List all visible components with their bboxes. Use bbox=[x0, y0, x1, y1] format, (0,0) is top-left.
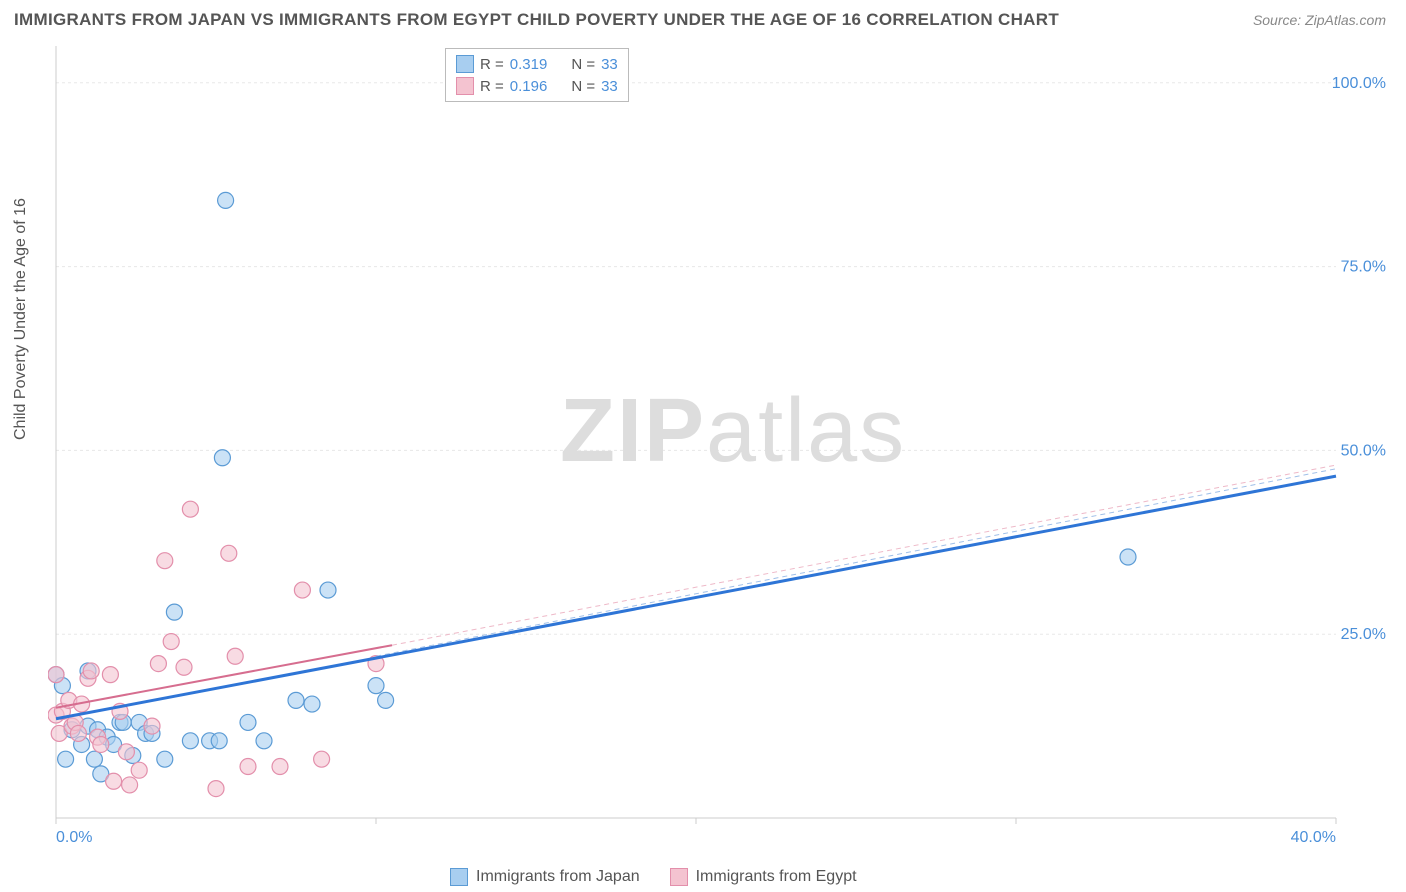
svg-text:100.0%: 100.0% bbox=[1332, 75, 1386, 92]
series-legend: Immigrants from Japan Immigrants from Egy… bbox=[450, 868, 857, 886]
legend-label: Immigrants from Egypt bbox=[696, 868, 857, 886]
r-value: 0.319 bbox=[510, 56, 548, 73]
scatter-plot-svg: 25.0% 50.0% 75.0% 100.0% 0.0% 40.0% bbox=[48, 46, 1388, 846]
chart-plot-area: 25.0% 50.0% 75.0% 100.0% 0.0% 40.0% bbox=[48, 46, 1388, 846]
y-axis-label: Child Poverty Under the Age of 16 bbox=[12, 198, 30, 440]
r-label: R = bbox=[480, 78, 504, 95]
series-swatch bbox=[456, 55, 474, 73]
r-label: R = bbox=[480, 56, 504, 73]
series-swatch bbox=[456, 77, 474, 95]
svg-text:0.0%: 0.0% bbox=[56, 829, 92, 846]
svg-text:75.0%: 75.0% bbox=[1341, 259, 1386, 276]
legend-swatch bbox=[670, 868, 688, 886]
source-attribution: Source: ZipAtlas.com bbox=[1253, 12, 1386, 28]
legend-swatch bbox=[450, 868, 468, 886]
legend-item: Immigrants from Egypt bbox=[670, 868, 857, 886]
r-value: 0.196 bbox=[510, 78, 548, 95]
legend-item: Immigrants from Japan bbox=[450, 868, 640, 886]
source-link[interactable]: ZipAtlas.com bbox=[1305, 12, 1386, 28]
svg-text:40.0%: 40.0% bbox=[1291, 829, 1336, 846]
n-value: 33 bbox=[601, 78, 618, 95]
n-label: N = bbox=[571, 78, 595, 95]
chart-title: IMMIGRANTS FROM JAPAN VS IMMIGRANTS FROM… bbox=[14, 10, 1059, 30]
svg-text:25.0%: 25.0% bbox=[1341, 626, 1386, 643]
svg-text:50.0%: 50.0% bbox=[1341, 442, 1386, 459]
stats-row: R = 0.319 N = 33 bbox=[456, 53, 618, 75]
legend-label: Immigrants from Japan bbox=[476, 868, 640, 886]
stats-row: R = 0.196 N = 33 bbox=[456, 75, 618, 97]
n-label: N = bbox=[571, 56, 595, 73]
correlation-stats-legend: R = 0.319 N = 33 R = 0.196 N = 33 bbox=[445, 48, 629, 102]
n-value: 33 bbox=[601, 56, 618, 73]
